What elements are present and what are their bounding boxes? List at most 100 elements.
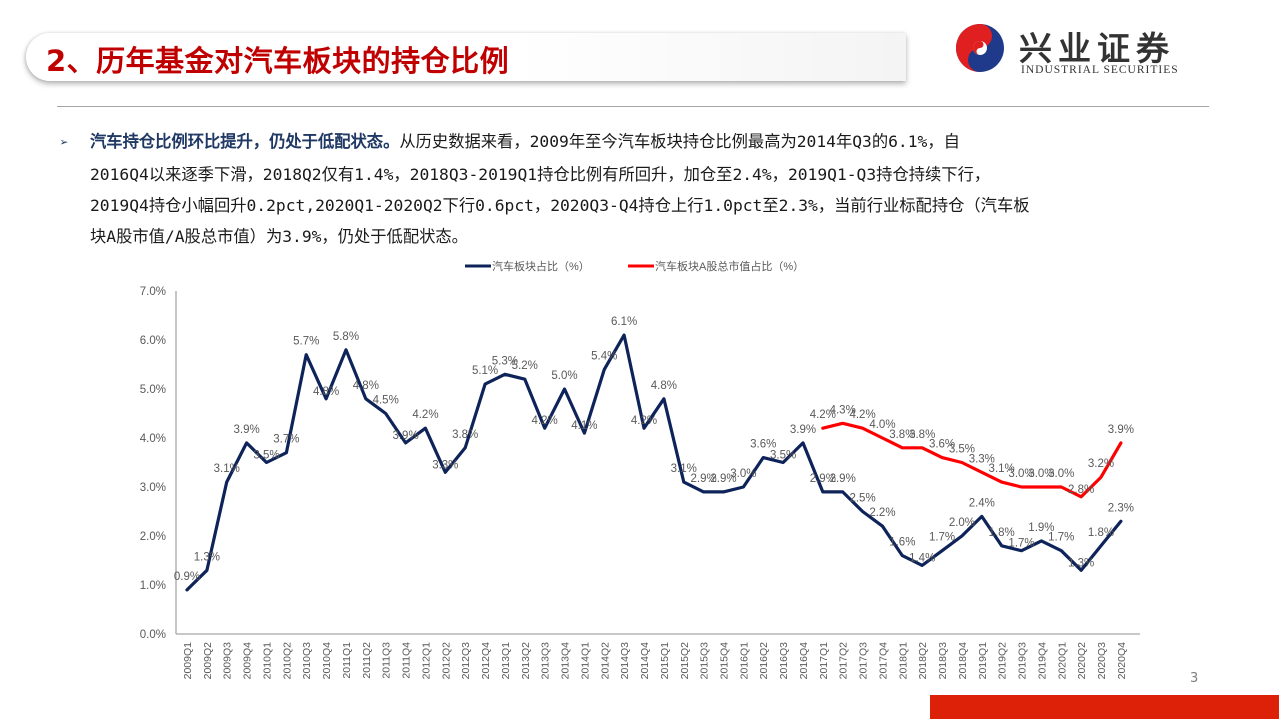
x-tick-label: 2019Q3	[1017, 642, 1029, 680]
data-label: 1.8%	[989, 527, 1015, 539]
data-label: 5.4%	[591, 350, 617, 362]
data-label: 1.3%	[194, 551, 220, 563]
data-label: 2.9%	[830, 473, 856, 485]
data-label: 4.3%	[830, 404, 856, 416]
series-line-market-cap-share	[821, 421, 1123, 499]
data-label: 4.5%	[373, 395, 399, 407]
data-label: 3.9%	[1108, 424, 1134, 436]
summary-line-2: 2016Q4以来逐季下滑，2018Q2仅有1.4%，2018Q3-2019Q1持…	[90, 165, 991, 184]
x-tick-label: 2019Q2	[997, 642, 1009, 680]
data-label: 2.0%	[949, 517, 975, 529]
data-label: 3.0%	[730, 468, 756, 480]
holding-ratio-line-chart: 汽车板块占比（%） 汽车板块A股总市值占比（%） 0.0% 1.0% 2.0% 3.0%…	[140, 259, 1140, 680]
summary-lead: 汽车持仓比例环比提升，仍处于低配状态。	[90, 132, 400, 151]
y-tick-label: 7.0%	[140, 286, 166, 298]
x-tick-label: 2015Q3	[699, 642, 711, 680]
x-tick-label: 2014Q3	[619, 642, 631, 680]
data-label: 2.9%	[691, 473, 717, 485]
x-tick-label: 2010Q1	[261, 642, 273, 680]
data-label: 2.3%	[1108, 502, 1134, 514]
x-tick-label: 2014Q4	[639, 642, 651, 680]
summary-line-4: 块A股市值/A股总市值）为3.9%，仍处于低配状态。	[90, 227, 468, 246]
data-label: 3.1%	[989, 463, 1015, 475]
x-tick-label: 2010Q3	[301, 642, 313, 680]
y-tick-label: 6.0%	[140, 335, 166, 347]
data-label: 3.8%	[452, 429, 478, 441]
y-tick-label: 1.0%	[140, 580, 166, 592]
page-number: 3	[1190, 671, 1199, 686]
data-label: 5.2%	[512, 360, 538, 372]
data-label: 3.5%	[770, 450, 796, 462]
x-tick-label: 2011Q2	[361, 642, 373, 679]
x-tick-label: 2017Q4	[877, 642, 889, 680]
x-axis: 2009Q1 2009Q2 2009Q3 2009Q4 2010Q1 2010Q2 2010…	[176, 633, 1140, 680]
data-label: 4.8%	[313, 386, 339, 398]
x-tick-label: 2011Q1	[341, 642, 353, 679]
data-label: 5.0%	[551, 370, 577, 382]
x-tick-label: 2009Q4	[242, 642, 254, 680]
x-tick-label: 2020Q1	[1056, 642, 1068, 680]
data-label: 4.2%	[810, 409, 836, 421]
x-tick-label: 2018Q2	[917, 642, 929, 680]
series-line-sector-share	[185, 333, 1123, 592]
data-label: 3.5%	[253, 450, 279, 462]
data-label: 3.6%	[929, 439, 955, 451]
data-label: 4.2%	[849, 409, 875, 421]
logo-cn-name: 兴业证券	[1019, 29, 1175, 68]
footer-accent-bar	[930, 695, 1279, 719]
x-tick-label: 2009Q1	[182, 642, 194, 680]
x-tick-label: 2016Q2	[758, 642, 770, 680]
data-label: 0.9%	[174, 571, 200, 583]
x-tick-label: 2016Q3	[778, 642, 790, 680]
data-label: 3.9%	[790, 424, 816, 436]
data-label: 3.5%	[949, 444, 975, 456]
data-label: 4.0%	[869, 419, 895, 431]
x-tick-label: 2013Q3	[540, 642, 552, 680]
x-tick-label: 2012Q2	[440, 642, 452, 680]
x-tick-label: 2017Q3	[858, 642, 870, 680]
data-label: 1.3%	[1068, 557, 1094, 569]
x-tick-label: 2020Q2	[1076, 642, 1088, 680]
summary-paragraph: ➢ 汽车持仓比例环比提升，仍处于低配状态。从历史数据来看，2009年至今汽车板块持…	[60, 126, 1220, 252]
data-label: 5.8%	[333, 331, 359, 343]
data-label: 4.8%	[353, 380, 379, 392]
data-label: 3.3%	[432, 459, 458, 471]
data-label: 2.5%	[849, 493, 875, 505]
y-tick-label: 3.0%	[140, 482, 166, 494]
y-tick-label: 0.0%	[140, 629, 166, 641]
x-tick-label: 2014Q1	[579, 642, 591, 680]
data-label: 3.1%	[214, 463, 240, 475]
data-label: 3.0%	[1008, 468, 1034, 480]
data-label: 1.7%	[1008, 538, 1034, 550]
data-label: 5.1%	[472, 365, 498, 377]
x-tick-label: 2013Q4	[560, 642, 572, 680]
x-tick-label: 2018Q3	[937, 642, 949, 680]
arrow-bullet-icon: ➢	[60, 135, 69, 151]
y-axis: 0.0% 1.0% 2.0% 3.0% 4.0% 5.0% 6.0% 7.0%	[140, 286, 177, 641]
header-divider	[57, 106, 1209, 107]
x-tick-label: 2012Q4	[480, 642, 492, 680]
data-label: 1.7%	[929, 532, 955, 544]
x-tick-label: 2015Q4	[718, 642, 730, 680]
x-tick-label: 2012Q3	[460, 642, 472, 680]
chart-series	[185, 333, 1123, 592]
data-label: 4.2%	[631, 415, 657, 427]
x-tick-label: 2010Q2	[281, 642, 293, 680]
chart-legend: 汽车板块占比（%） 汽车板块A股总市值占比（%）	[465, 259, 804, 273]
data-label: 1.6%	[889, 537, 915, 549]
x-tick-label: 2010Q4	[321, 642, 333, 680]
x-tick-label: 2016Q4	[798, 642, 810, 680]
data-label: 3.1%	[671, 463, 697, 475]
section-title: 2、历年基金对汽车板块的持仓比例	[46, 44, 510, 78]
data-label: 2.9%	[710, 473, 736, 485]
company-logo: 兴业证券 INDUSTRIAL SECURITIES	[955, 20, 1215, 80]
data-label: 2.2%	[869, 507, 895, 519]
x-tick-label: 2019Q4	[1036, 642, 1048, 680]
x-tick-label: 2011Q4	[401, 642, 413, 679]
data-label: 2.8%	[1068, 484, 1094, 496]
data-label: 4.1%	[571, 420, 597, 432]
x-tick-label: 2012Q1	[420, 642, 432, 680]
data-label: 6.1%	[611, 316, 637, 328]
data-label: 4.2%	[412, 409, 438, 421]
y-tick-label: 5.0%	[140, 384, 166, 396]
